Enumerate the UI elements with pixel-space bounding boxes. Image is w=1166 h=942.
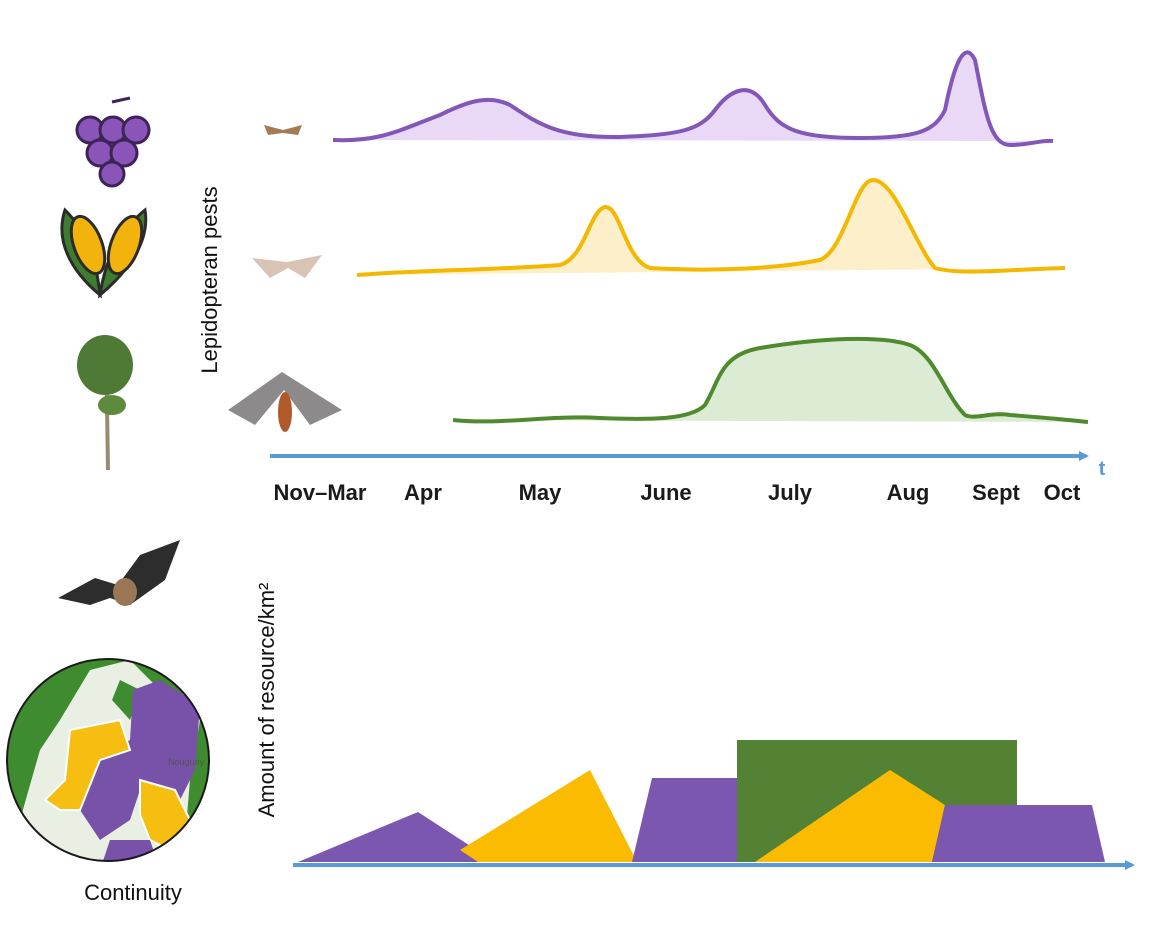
time-axis-label: t bbox=[1099, 458, 1106, 480]
moth-icon bbox=[228, 125, 342, 432]
pest-axis-label: Lepidopteran pests bbox=[197, 186, 222, 373]
pine-pest-curve bbox=[453, 339, 1088, 422]
month-label: Sept bbox=[972, 480, 1020, 505]
corn-pest-curve bbox=[357, 180, 1065, 275]
landscape-map: Nouguey bbox=[0, 640, 216, 870]
grape-pest-curve bbox=[333, 52, 1053, 145]
landscape-label: Continuity bbox=[84, 880, 182, 905]
month-label: Nov–Mar bbox=[274, 480, 367, 505]
month-label: Aug bbox=[887, 480, 930, 505]
figure: Nouguey Continuity Lepidopteran pests t … bbox=[0, 0, 1166, 942]
resource-shapes bbox=[298, 740, 1105, 862]
bat-icon bbox=[58, 540, 180, 606]
map-label: Nouguey bbox=[168, 757, 205, 767]
month-label: May bbox=[519, 480, 563, 505]
month-label: June bbox=[640, 480, 691, 505]
grapes-icon bbox=[77, 98, 149, 186]
corn-icon bbox=[62, 210, 149, 295]
resource-axis-label: Amount of resource/km² bbox=[254, 583, 279, 818]
month-label: Oct bbox=[1044, 480, 1081, 505]
month-label: July bbox=[768, 480, 813, 505]
month-label: Apr bbox=[404, 480, 442, 505]
pine-icon bbox=[77, 335, 133, 470]
